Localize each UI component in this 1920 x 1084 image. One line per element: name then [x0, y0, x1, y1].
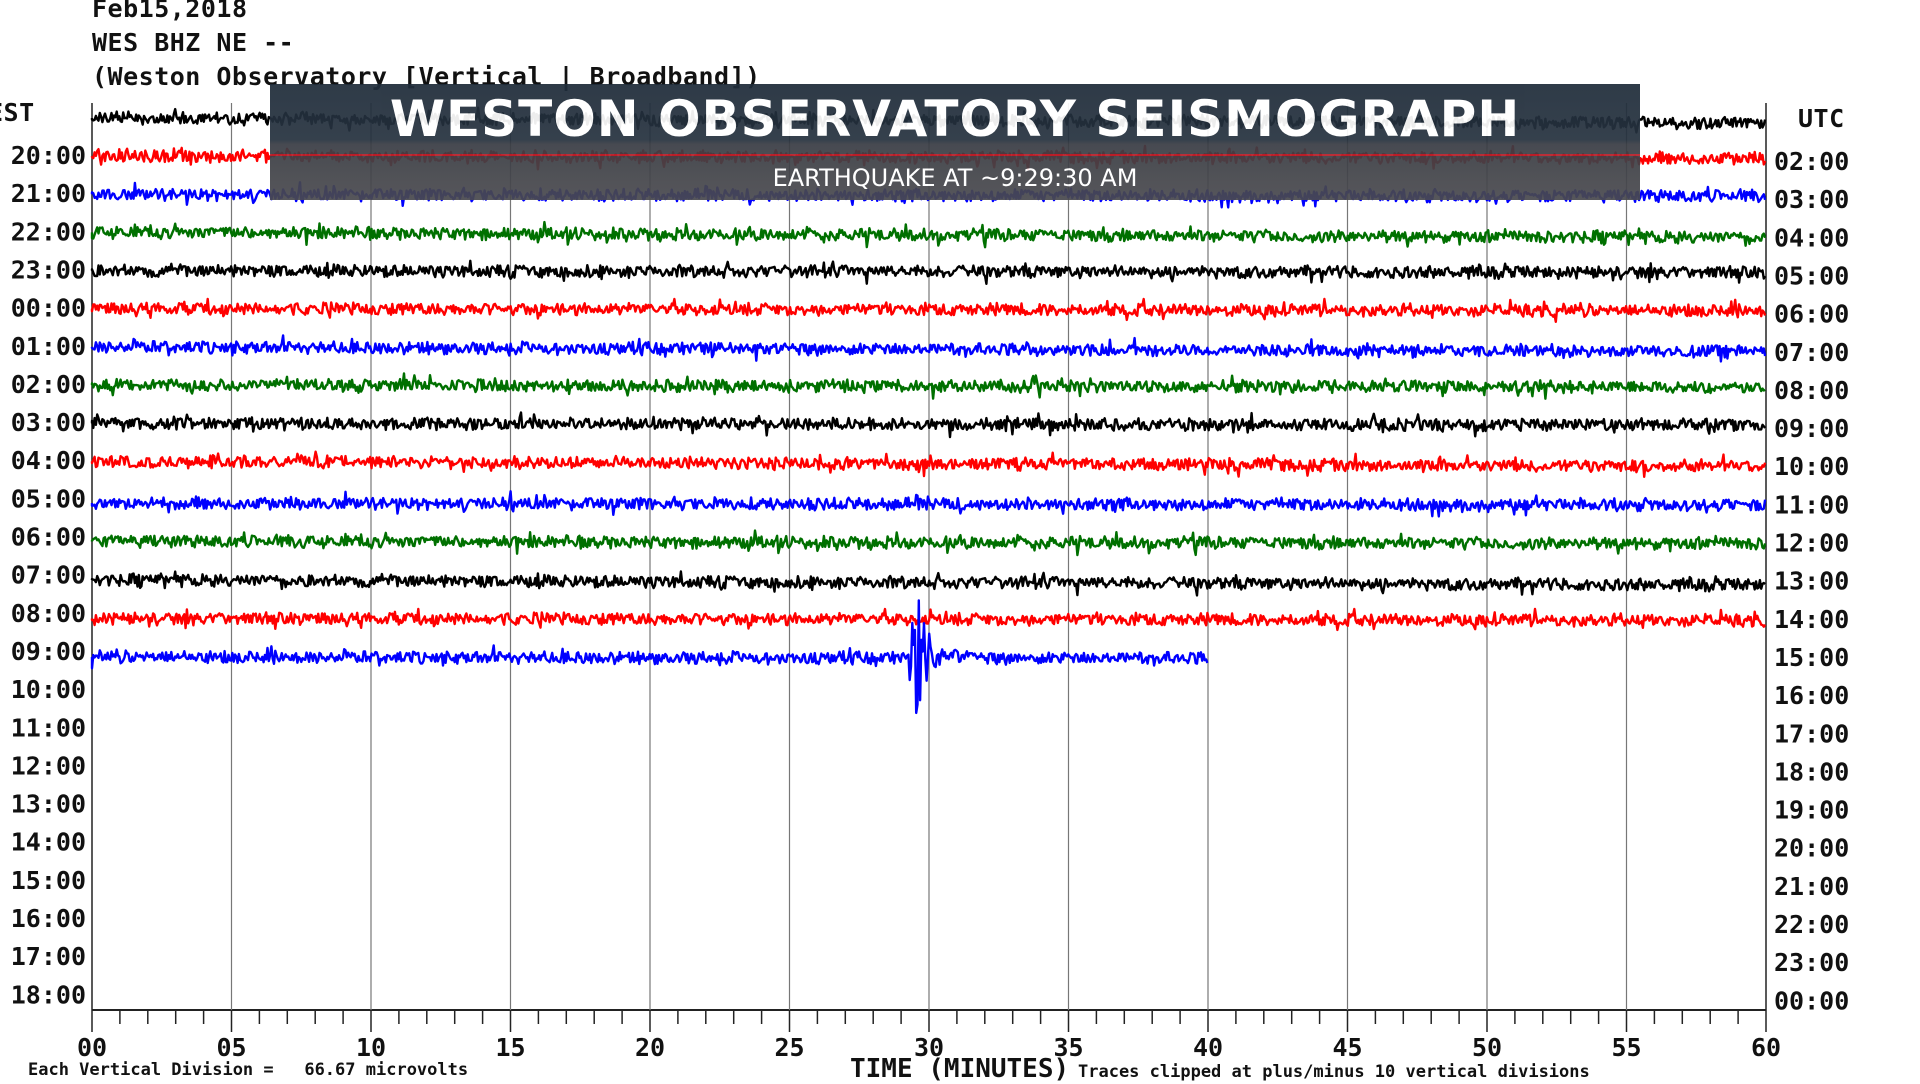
x-tick-label: 60 [1751, 1033, 1781, 1062]
x-tick-label: 55 [1611, 1033, 1641, 1062]
left-hour-label: 11:00 [11, 713, 86, 742]
right-timezone-label: UTC [1798, 104, 1845, 133]
left-hour-label: 05:00 [11, 484, 86, 513]
x-tick-label: 50 [1472, 1033, 1502, 1062]
right-hour-label: 11:00 [1774, 490, 1849, 519]
seismic-trace [90, 529, 1767, 557]
x-tick-label: 30 [914, 1033, 944, 1062]
right-hour-label: 21:00 [1774, 872, 1849, 901]
right-hour-label: 08:00 [1774, 376, 1849, 405]
right-hour-label: 00:00 [1774, 986, 1849, 1015]
banner-title: WESTON OBSERVATORY SEISMOGRAPH [389, 90, 1521, 148]
right-hour-label: 17:00 [1774, 719, 1849, 748]
right-hour-label: 12:00 [1774, 529, 1849, 558]
right-hour-label: 23:00 [1774, 948, 1849, 977]
right-hour-label: 10:00 [1774, 452, 1849, 481]
right-hour-label: 18:00 [1774, 757, 1849, 786]
seismic-trace [90, 259, 1767, 285]
seismic-trace [90, 334, 1767, 363]
x-tick-label: 05 [216, 1033, 246, 1062]
left-hour-label: 04:00 [11, 446, 86, 475]
left-hour-label: 21:00 [11, 179, 86, 208]
right-hour-label: 20:00 [1774, 834, 1849, 863]
x-tick-label: 35 [1053, 1033, 1083, 1062]
right-hour-label: 22:00 [1774, 910, 1849, 939]
left-timezone-label: EST [0, 98, 35, 127]
left-hour-label: 16:00 [11, 904, 86, 933]
left-hour-label: 00:00 [11, 294, 86, 323]
left-hour-label: 15:00 [11, 866, 86, 895]
division-note: Each Vertical Division = 66.67 microvolt… [28, 1060, 469, 1080]
seismic-trace [90, 570, 1766, 597]
right-hour-label: 04:00 [1774, 223, 1849, 252]
left-hour-label: 08:00 [11, 599, 86, 628]
left-hour-label: 01:00 [11, 332, 86, 361]
x-tick-label: 40 [1193, 1033, 1223, 1062]
banner-divider [270, 154, 1640, 156]
left-hour-label: 13:00 [11, 790, 86, 819]
seismic-trace [90, 607, 1767, 632]
x-tick-label: 20 [635, 1033, 665, 1062]
left-hour-label: 17:00 [11, 942, 86, 971]
title-banner: WESTON OBSERVATORY SEISMOGRAPH EARTHQUAK… [270, 84, 1640, 200]
clip-note: Traces clipped at plus/minus 10 vertical… [1078, 1062, 1590, 1082]
left-hour-label: 06:00 [11, 523, 86, 552]
right-hour-label: 02:00 [1774, 147, 1849, 176]
date-label: Feb15,2018 [92, 0, 248, 23]
seismic-trace [90, 599, 1209, 715]
left-hour-label: 09:00 [11, 637, 86, 666]
left-hour-label: 22:00 [11, 217, 86, 246]
left-hour-label: 07:00 [11, 561, 86, 590]
right-hour-label: 06:00 [1774, 300, 1849, 329]
seismic-trace [90, 490, 1767, 518]
left-hour-label: 10:00 [11, 675, 86, 704]
x-tick-label: 00 [77, 1033, 107, 1062]
right-hour-label: 09:00 [1774, 414, 1849, 443]
right-hour-label: 07:00 [1774, 338, 1849, 367]
left-hour-label: 02:00 [11, 370, 86, 399]
left-hour-label: 23:00 [11, 255, 86, 284]
x-tick-label: 15 [495, 1033, 525, 1062]
x-axis-title: TIME (MINUTES) [850, 1054, 1070, 1084]
right-hour-label: 05:00 [1774, 261, 1849, 290]
seismic-trace [90, 411, 1767, 439]
left-hour-label: 20:00 [11, 141, 86, 170]
left-hour-label: 18:00 [11, 980, 86, 1009]
seismic-trace [90, 220, 1767, 249]
seismic-trace [90, 450, 1767, 478]
left-hour-label: 14:00 [11, 828, 86, 857]
x-tick-label: 45 [1332, 1033, 1362, 1062]
seismic-trace [90, 372, 1766, 400]
left-hour-label: 03:00 [11, 408, 86, 437]
right-hour-label: 13:00 [1774, 567, 1849, 596]
right-hour-label: 03:00 [1774, 185, 1849, 214]
x-tick-label: 25 [774, 1033, 804, 1062]
left-hour-label: 12:00 [11, 751, 86, 780]
banner-subtitle: EARTHQUAKE AT ~9:29:30 AM [772, 164, 1138, 192]
x-tick-label: 10 [356, 1033, 386, 1062]
right-hour-label: 19:00 [1774, 796, 1849, 825]
right-hour-label: 16:00 [1774, 681, 1849, 710]
station-label: WES BHZ NE -- [92, 28, 295, 57]
right-hour-label: 15:00 [1774, 643, 1849, 672]
right-hour-label: 14:00 [1774, 605, 1849, 634]
seismic-trace [90, 297, 1767, 323]
